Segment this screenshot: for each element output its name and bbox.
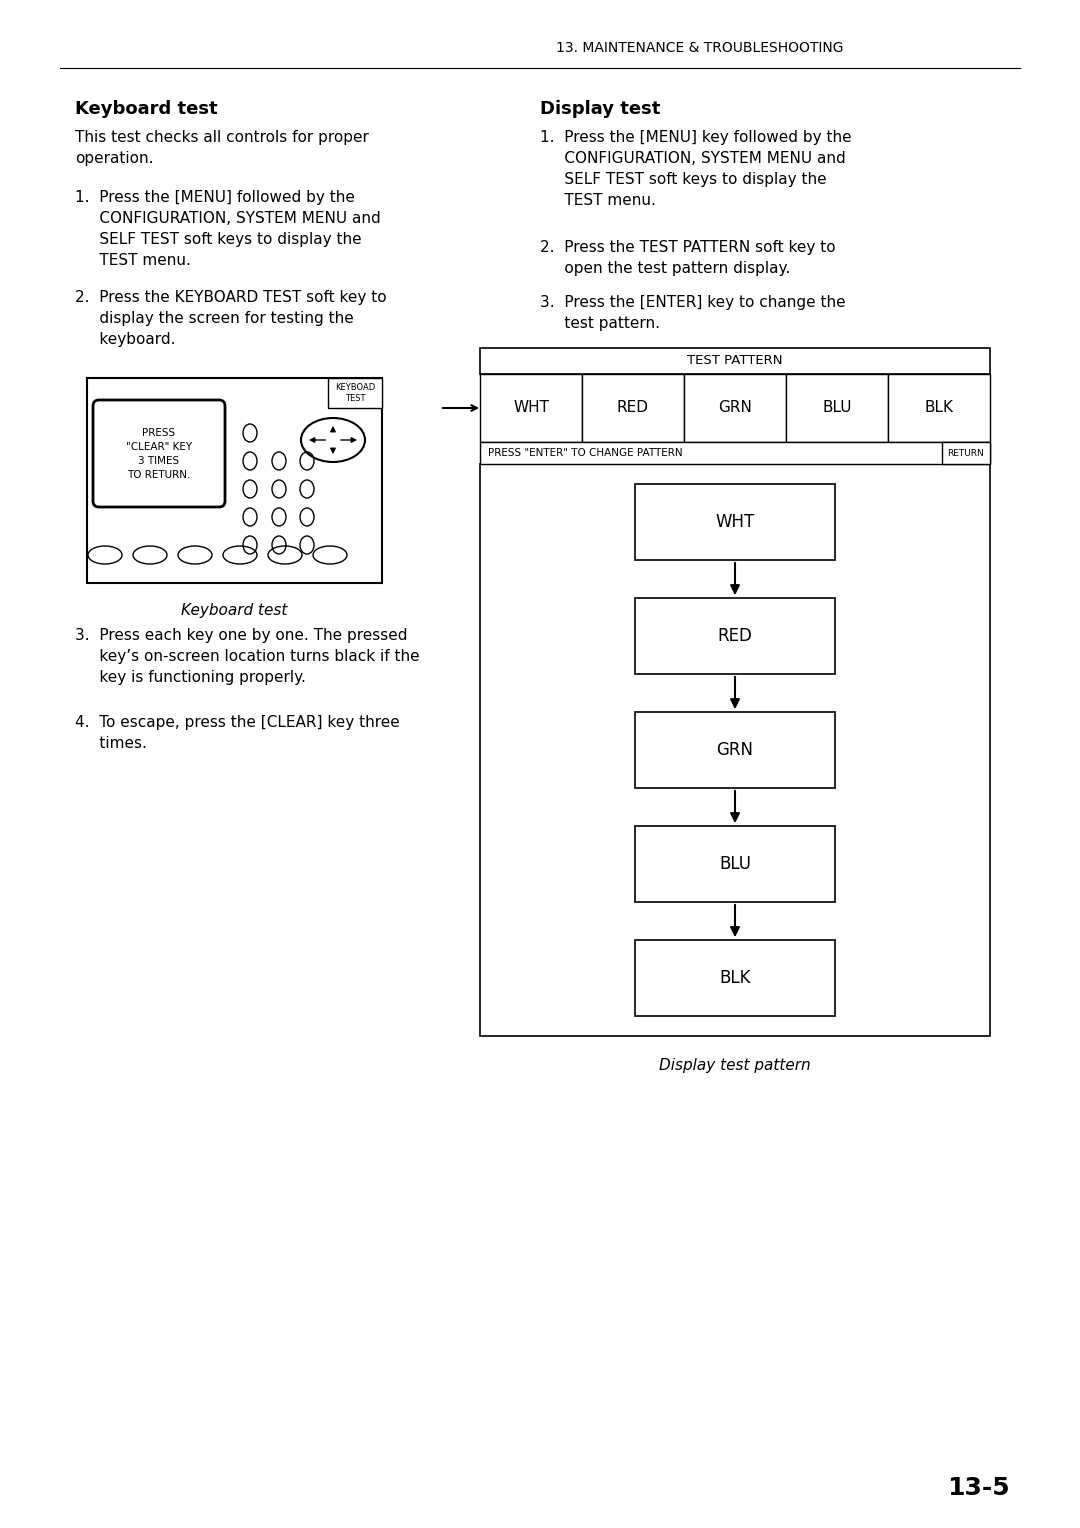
- Text: 13-5: 13-5: [947, 1476, 1010, 1500]
- Text: 13. MAINTENANCE & TROUBLESHOOTING: 13. MAINTENANCE & TROUBLESHOOTING: [556, 41, 843, 55]
- Bar: [635, 597, 835, 674]
- Bar: [942, 442, 990, 465]
- Text: BLU: BLU: [822, 400, 852, 416]
- Bar: [888, 374, 990, 442]
- Text: GRN: GRN: [718, 400, 752, 416]
- Bar: [635, 827, 835, 902]
- Text: BLK: BLK: [719, 969, 751, 987]
- Text: 3.  Press each key one by one. The pressed
     key’s on-screen location turns b: 3. Press each key one by one. The presse…: [75, 628, 420, 685]
- Bar: [582, 374, 684, 442]
- Text: Keyboard test: Keyboard test: [181, 604, 287, 617]
- Text: This test checks all controls for proper
operation.: This test checks all controls for proper…: [75, 130, 369, 167]
- Text: BLU: BLU: [719, 856, 751, 872]
- Text: BLK: BLK: [924, 400, 954, 416]
- Bar: [480, 374, 582, 442]
- Bar: [635, 484, 835, 559]
- Bar: [635, 940, 835, 1016]
- Text: Display test pattern: Display test pattern: [659, 1057, 811, 1073]
- Text: RED: RED: [617, 400, 649, 416]
- Text: 1.  Press the [MENU] followed by the
     CONFIGURATION, SYSTEM MENU and
     SE: 1. Press the [MENU] followed by the CONF…: [75, 189, 381, 267]
- Text: WHT: WHT: [513, 400, 549, 416]
- Text: Display test: Display test: [540, 99, 660, 118]
- Text: 2.  Press the KEYBOARD TEST soft key to
     display the screen for testing the
: 2. Press the KEYBOARD TEST soft key to d…: [75, 290, 387, 347]
- Text: 3.  Press the [ENTER] key to change the
     test pattern.: 3. Press the [ENTER] key to change the t…: [540, 295, 846, 332]
- Text: WHT: WHT: [715, 513, 755, 532]
- Bar: [480, 465, 990, 1036]
- Text: Keyboard test: Keyboard test: [75, 99, 218, 118]
- Text: 2.  Press the TEST PATTERN soft key to
     open the test pattern display.: 2. Press the TEST PATTERN soft key to op…: [540, 240, 836, 277]
- Bar: [684, 374, 786, 442]
- Bar: [786, 374, 888, 442]
- Text: 4.  To escape, press the [CLEAR] key three
     times.: 4. To escape, press the [CLEAR] key thre…: [75, 715, 400, 750]
- FancyBboxPatch shape: [93, 400, 225, 507]
- Text: 1.  Press the [MENU] key followed by the
     CONFIGURATION, SYSTEM MENU and
   : 1. Press the [MENU] key followed by the …: [540, 130, 852, 208]
- Bar: [480, 442, 990, 465]
- Bar: [87, 377, 382, 584]
- Text: GRN: GRN: [716, 741, 754, 759]
- Text: RETURN: RETURN: [947, 449, 984, 457]
- Bar: [328, 377, 382, 408]
- Bar: [480, 348, 990, 374]
- Text: PRESS "ENTER" TO CHANGE PATTERN: PRESS "ENTER" TO CHANGE PATTERN: [488, 448, 683, 458]
- Bar: [635, 712, 835, 788]
- Text: RED: RED: [717, 626, 753, 645]
- Text: TEST PATTERN: TEST PATTERN: [687, 354, 783, 368]
- Text: KEYBOAD
TEST: KEYBOAD TEST: [335, 384, 375, 403]
- Text: PRESS
"CLEAR" KEY
3 TIMES
TO RETURN.: PRESS "CLEAR" KEY 3 TIMES TO RETURN.: [126, 428, 192, 480]
